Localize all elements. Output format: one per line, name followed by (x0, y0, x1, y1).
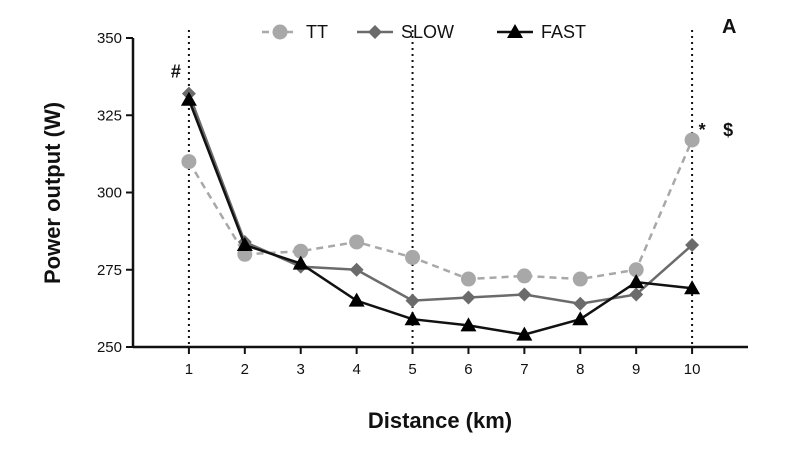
data-point-tt (684, 132, 700, 148)
panel-label: A (722, 16, 736, 38)
data-point-slow (405, 293, 420, 308)
legend-marker-fast (507, 24, 523, 38)
x-tick-label: 2 (241, 361, 249, 378)
annotation: $ (723, 120, 733, 140)
series-slow (181, 86, 700, 311)
data-point-slow (517, 287, 532, 302)
data-point-fast (236, 237, 253, 252)
data-point-tt (572, 271, 588, 287)
data-point-tt (460, 271, 476, 287)
y-tick-label: 250 (97, 339, 122, 356)
data-point-fast (684, 280, 701, 295)
legend: TT SLOW FAST (262, 22, 586, 42)
legend-item-slow: SLOW (357, 22, 454, 42)
data-point-slow (349, 262, 364, 277)
series-tt (181, 132, 700, 287)
legend-item-fast: FAST (497, 22, 586, 42)
data-point-fast (628, 274, 645, 289)
data-point-fast (572, 311, 589, 326)
data-point-fast (404, 311, 421, 326)
legend-label-tt: TT (306, 22, 328, 42)
annotation: # (171, 62, 181, 82)
annotations: # * $ (171, 62, 733, 140)
legend-label-slow: SLOW (401, 22, 454, 42)
data-point-fast (348, 292, 365, 307)
y-tick-label: 350 (97, 30, 122, 47)
data-point-slow (573, 296, 588, 311)
x-tick-label: 7 (520, 361, 528, 378)
series-line-tt (187, 139, 694, 281)
data-point-tt (628, 262, 644, 278)
x-tick-label: 9 (632, 361, 640, 378)
data-point-slow (629, 287, 644, 302)
y-tick-label: 275 (97, 262, 122, 279)
x-tick-label: 10 (684, 361, 701, 378)
data-point-tt (293, 243, 309, 259)
y-ticks: 250 275 300 325 350 (97, 30, 133, 356)
x-tick-label: 5 (408, 361, 416, 378)
data-point-fast (460, 317, 477, 332)
legend-marker-slow (368, 25, 382, 39)
x-tick-label: 4 (352, 361, 360, 378)
x-axis-title: Distance (km) (368, 408, 512, 433)
x-tick-label: 6 (464, 361, 472, 378)
data-point-fast (516, 326, 533, 341)
data-point-fast (180, 91, 197, 106)
data-point-tt (181, 154, 197, 170)
x-tick-label: 3 (297, 361, 305, 378)
y-axis-title: Power output (W) (40, 102, 65, 284)
x-tick-label: 8 (576, 361, 584, 378)
y-tick-label: 325 (97, 107, 122, 124)
data-point-tt (516, 268, 532, 284)
x-tick-label: 1 (185, 361, 193, 378)
series-fast (180, 91, 701, 341)
data-point-fast (292, 255, 309, 270)
annotation: * (699, 120, 706, 140)
legend-label-fast: FAST (541, 22, 586, 42)
legend-item-tt: TT (262, 22, 328, 42)
series-line-slow (187, 93, 693, 306)
data-point-slow (461, 290, 476, 305)
data-point-slow (685, 238, 700, 253)
x-ticks: 1 2 3 4 5 6 7 8 9 10 (185, 347, 701, 378)
legend-marker-tt (272, 24, 288, 40)
data-point-tt (405, 249, 421, 265)
data-point-tt (349, 234, 365, 250)
series-line-fast (187, 99, 693, 336)
y-tick-label: 300 (97, 185, 122, 202)
series-layer (180, 86, 701, 341)
